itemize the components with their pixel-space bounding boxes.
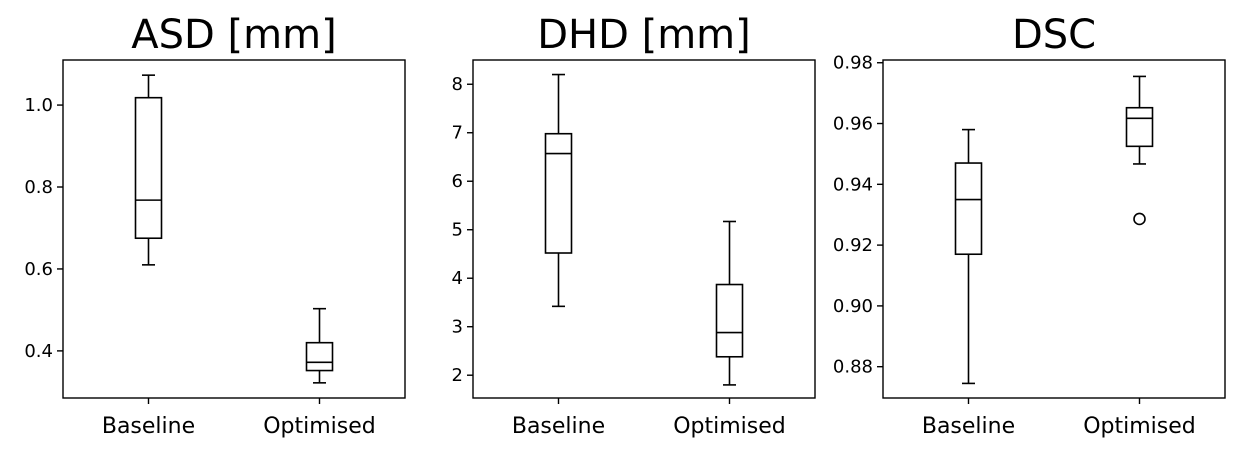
panel-2-y-tick-label: 7 xyxy=(452,123,463,144)
panel-1-baseline-box xyxy=(134,96,163,240)
panel-2-y-tick-label: 6 xyxy=(452,171,463,192)
panel-3-title: DSC xyxy=(1012,12,1096,58)
panel-2-baseline-box xyxy=(544,132,573,254)
panel-3-y-tick-label: 0.90 xyxy=(833,296,873,317)
panel-2-x-tick-label: Baseline xyxy=(512,414,605,439)
panel-2-plot-frame xyxy=(472,59,816,399)
panel-1-title: ASD [mm] xyxy=(131,12,336,58)
panel-3-x-tick-label: Baseline xyxy=(922,414,1015,439)
panel-2-y-tick-label: 2 xyxy=(452,365,463,386)
panel-2-y-tick-label: 8 xyxy=(452,74,463,95)
panel-2-y-tick-label: 4 xyxy=(452,268,463,289)
panel-2-optimised-box xyxy=(715,283,744,358)
panel-2-x-tick-label: Optimised xyxy=(673,414,786,439)
panel-3-x-tick-label: Optimised xyxy=(1083,414,1196,439)
panel-2-y-tick-label: 5 xyxy=(452,220,463,241)
panel-2-y-tick-label: 3 xyxy=(452,317,463,338)
panel-3-y-tick-label: 0.94 xyxy=(833,174,873,195)
panel-3-y-tick-label: 0.98 xyxy=(833,53,873,74)
panel-3-baseline-box xyxy=(954,162,983,256)
panel-3-optimised-box xyxy=(1125,106,1154,148)
panel-2-title: DHD [mm] xyxy=(537,12,751,58)
panel-3-y-tick-label: 0.96 xyxy=(833,114,873,135)
panel-1-y-tick-label: 0.8 xyxy=(24,177,53,198)
panel-1-x-tick-label: Baseline xyxy=(102,414,195,439)
panel-3-optimised-outlier-point xyxy=(1133,212,1146,226)
panel-3-plot-frame xyxy=(882,59,1226,399)
panel-3-y-tick-label: 0.88 xyxy=(833,357,873,378)
panel-1-y-tick-label: 0.4 xyxy=(24,341,53,362)
panel-1-plot-frame xyxy=(62,59,406,399)
panel-1-optimised-box xyxy=(305,341,334,372)
panel-1-y-tick-label: 1.0 xyxy=(24,95,53,116)
panel-1-y-tick-label: 0.6 xyxy=(24,259,53,280)
panel-3-y-tick-label: 0.92 xyxy=(833,235,873,256)
panel-1-x-tick-label: Optimised xyxy=(263,414,376,439)
